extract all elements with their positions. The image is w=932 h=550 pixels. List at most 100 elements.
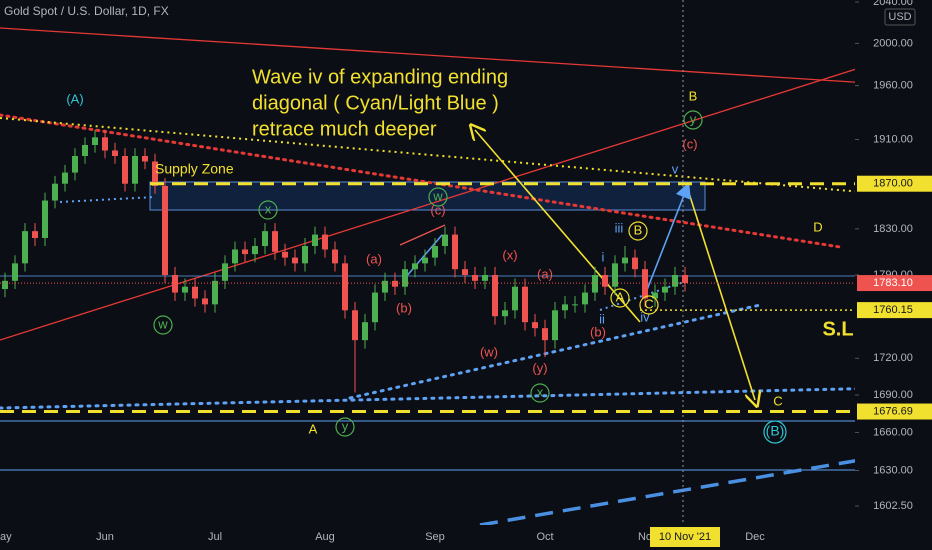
wave-label: S.L: [822, 318, 853, 340]
candle-body: [652, 292, 658, 299]
candle-body: [532, 322, 538, 329]
candle-body: [152, 161, 158, 186]
note-text: Wave iv of expanding ending: [252, 66, 508, 88]
y-tick-label: 2000.00: [873, 37, 913, 49]
wave-label: (w): [480, 344, 498, 359]
candle-body: [472, 274, 478, 281]
x-tick-label: ay: [0, 531, 12, 543]
candle-body: [302, 246, 308, 264]
candle-body: [52, 183, 58, 201]
price-tag-label: 1760.15: [873, 304, 913, 316]
wave-circle: [639, 295, 659, 315]
trend-line: [348, 303, 762, 400]
price-tag: [857, 403, 932, 420]
x-tick-label: No: [638, 531, 652, 543]
candles: [0, 129, 855, 414]
wave-label: (c): [682, 136, 697, 151]
x-tick-label: Aug: [315, 531, 335, 543]
y-tick-label: 1630.00: [873, 464, 913, 476]
y-tick-label: 2040.00: [873, 0, 913, 8]
trend-line: [0, 385, 932, 410]
wave-label: w: [432, 188, 443, 203]
candle-body: [602, 274, 608, 287]
candle-body: [172, 274, 178, 293]
x-tick-label: Jul: [208, 531, 222, 543]
candle-body: [312, 234, 318, 247]
candle-body: [202, 298, 208, 305]
candle-body: [572, 304, 578, 306]
candle-body: [252, 246, 258, 255]
candle-body: [32, 231, 38, 239]
candle-body: [562, 304, 568, 311]
wave-line: [399, 224, 446, 246]
wave-circle: [335, 417, 355, 437]
y-tick-label: 1690.00: [873, 389, 913, 401]
wave-label: v: [672, 161, 679, 176]
wave-label: (b): [590, 324, 606, 339]
wave-label: (a): [537, 266, 553, 281]
candle-body: [392, 280, 398, 287]
candle-body: [592, 274, 598, 293]
candle-body: [232, 249, 238, 264]
x-tick-label: Dec: [745, 531, 765, 543]
price-axis: [855, 0, 932, 550]
candle-body: [62, 172, 68, 184]
wave-label: x: [265, 201, 272, 216]
candle-body: [112, 150, 118, 156]
candle-body: [282, 251, 288, 258]
candle-body: [22, 231, 28, 264]
candle-body: [482, 274, 488, 281]
crosshair-label: 10 Nov '21: [659, 531, 711, 543]
unit-label: USD: [888, 11, 911, 23]
wave-circle: [530, 383, 550, 403]
trend-line: [59, 196, 156, 203]
time-axis: [0, 525, 932, 550]
candle-body: [442, 234, 448, 247]
wave-label: (B): [766, 423, 785, 439]
trend-line: [479, 458, 861, 527]
wave-circle: [628, 221, 648, 241]
candle-body: [362, 322, 368, 341]
candle-body: [462, 269, 468, 275]
arrow: [644, 182, 691, 296]
candle-body: [12, 263, 18, 281]
price-tag-label: 1783.10: [873, 277, 913, 289]
y-tick-label: 1602.50: [873, 500, 913, 512]
candle-body: [502, 310, 508, 317]
wave-label: B: [634, 222, 643, 237]
wave-label: A: [616, 289, 625, 304]
wave-label: A: [309, 421, 318, 436]
candle-body: [102, 137, 108, 151]
wave-label: (x): [502, 247, 517, 262]
x-tick-label: Oct: [536, 531, 553, 543]
candle-body: [422, 257, 428, 264]
wave-label: y: [690, 111, 697, 126]
candle-body: [582, 292, 588, 305]
price-tag-label: 1676.69: [873, 405, 913, 417]
candle-body: [332, 249, 338, 264]
candle-body: [92, 137, 98, 145]
candle-body: [672, 274, 678, 287]
candle-body: [642, 269, 648, 299]
candle-body: [412, 263, 418, 270]
candle-body: [452, 234, 458, 270]
note-text: retrace much deeper: [252, 118, 437, 140]
candle-body: [432, 246, 438, 258]
arrow: [687, 189, 755, 400]
candle-body: [272, 231, 278, 252]
y-tick-label: 1830.00: [873, 223, 913, 235]
candle-body: [632, 257, 638, 270]
candle-body: [492, 274, 498, 317]
candle-body: [682, 274, 688, 284]
wave-label: D: [813, 219, 822, 234]
wave-label: i: [602, 249, 605, 264]
wave-circle: [683, 110, 703, 130]
x-tick-label: Jun: [96, 531, 114, 543]
wave-line: [404, 234, 443, 279]
wave-label: C: [644, 296, 653, 311]
candle-body: [122, 155, 128, 184]
crosshair-tag: [650, 527, 720, 547]
wave-label: y: [342, 418, 349, 433]
